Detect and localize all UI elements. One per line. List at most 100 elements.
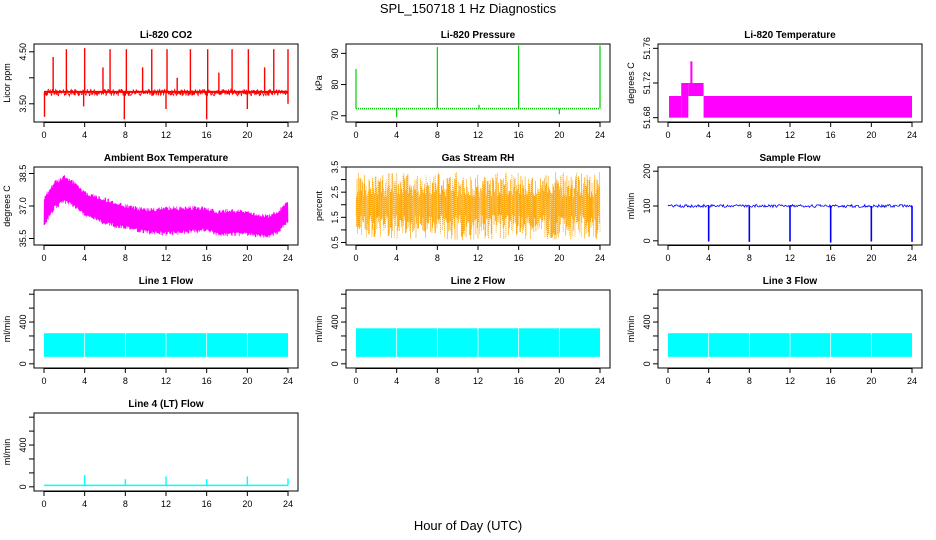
x-tick-label: 16 xyxy=(202,253,212,263)
x-tick-label: 0 xyxy=(665,253,670,263)
x-tick-label: 20 xyxy=(554,376,564,386)
x-tick-label: 12 xyxy=(473,376,483,386)
x-axis-title: Hour of Day (UTC) xyxy=(413,518,523,533)
x-tick-label: 24 xyxy=(283,253,293,263)
y-tick-label: 51.72 xyxy=(642,72,652,95)
x-tick-label: 20 xyxy=(554,253,564,263)
x-tick-label: 24 xyxy=(283,376,293,386)
x-tick-label: 16 xyxy=(826,253,836,263)
y-tick-label: 4.50 xyxy=(18,43,28,61)
chart-rh: Gas Stream RH percent 0 4 8 12 16 20 24 0.5 1.5 2.5… xyxy=(314,153,611,263)
chart-title: Li-820 CO2 xyxy=(140,30,193,41)
x-tick-label: 20 xyxy=(866,253,876,263)
y-tick-label: 400 xyxy=(18,315,28,330)
x-tick-label: 20 xyxy=(242,130,252,140)
x-tick-label: 8 xyxy=(435,376,440,386)
y-axis-label: degrees C xyxy=(2,185,12,227)
x-tick-label: 12 xyxy=(785,253,795,263)
x-tick-label: 12 xyxy=(473,253,483,263)
x-tick-label: 16 xyxy=(202,499,212,509)
y-axis-label: ml/min xyxy=(2,316,12,343)
chart-title: Ambient Box Temperature xyxy=(104,153,229,164)
chart-licor-temp: Li-820 Temperature degrees C 0 4 8 12 16 20 24 51… xyxy=(626,30,923,140)
temperature-block xyxy=(688,83,704,96)
x-tick-label: 0 xyxy=(41,130,46,140)
chart-line1: Line 1 Flow ml/min 0 4 8 12 16 20 24 0 400 xyxy=(2,276,299,386)
chart-pressure: Li-820 Pressure kPa 0 4 8 12 16 20 24 70 80 90 xyxy=(314,30,611,140)
x-tick-label: 8 xyxy=(435,130,440,140)
x-tick-label: 24 xyxy=(595,376,605,386)
y-tick-label: 35.5 xyxy=(18,230,28,248)
x-tick-label: 4 xyxy=(394,130,399,140)
box-temp-series xyxy=(43,174,289,238)
chart-sample-flow: Sample Flow ml/min 0 4 8 12 16 20 24 0 100 200 xyxy=(626,153,923,263)
y-tick-label: 0 xyxy=(18,484,28,489)
chart-title: Line 4 (LT) Flow xyxy=(128,399,204,410)
chart-title: Line 3 Flow xyxy=(763,276,818,287)
x-tick-label: 16 xyxy=(202,376,212,386)
chart-title: Li-820 Temperature xyxy=(744,30,836,41)
x-tick-label: 20 xyxy=(242,499,252,509)
x-tick-label: 24 xyxy=(283,130,293,140)
y-axis-label: ml/min xyxy=(626,193,636,220)
chart-co2: Li-820 CO2 Licor ppm 0 4 8 12 16 20 24 3.50 4.50 xyxy=(2,30,299,140)
chart-line2: Line 2 Flow ml/min 0 4 8 12 16 20 24 0 400 xyxy=(314,276,611,386)
y-tick-label: 0 xyxy=(18,361,28,366)
x-tick-label: 0 xyxy=(353,376,358,386)
y-tick-label: 90 xyxy=(330,48,340,58)
x-tick-label: 24 xyxy=(595,130,605,140)
x-tick-label: 8 xyxy=(123,499,128,509)
x-tick-label: 20 xyxy=(554,130,564,140)
x-tick-label: 0 xyxy=(41,499,46,509)
x-tick-label: 12 xyxy=(785,130,795,140)
y-axis-label: ml/min xyxy=(626,316,636,343)
temperature-block xyxy=(703,96,912,118)
y-tick-label: 37.0 xyxy=(18,197,28,215)
x-tick-label: 20 xyxy=(866,376,876,386)
y-tick-label: 2.5 xyxy=(330,186,340,199)
x-tick-label: 8 xyxy=(747,130,752,140)
plot-frame xyxy=(33,43,299,123)
x-tick-label: 24 xyxy=(907,376,917,386)
x-tick-label: 12 xyxy=(785,376,795,386)
y-tick-label: 400 xyxy=(18,438,28,453)
y-tick-label: 0.5 xyxy=(330,236,340,249)
chart-title: Line 2 Flow xyxy=(451,276,506,287)
y-tick-label: 200 xyxy=(642,164,652,179)
temperature-block xyxy=(669,96,682,118)
x-tick-label: 4 xyxy=(82,376,87,386)
x-tick-label: 8 xyxy=(123,376,128,386)
x-tick-label: 16 xyxy=(826,376,836,386)
y-tick-label: 70 xyxy=(330,111,340,121)
x-tick-label: 0 xyxy=(353,130,358,140)
x-tick-label: 16 xyxy=(202,130,212,140)
x-tick-label: 0 xyxy=(41,253,46,263)
chart-title: Sample Flow xyxy=(759,153,820,164)
x-tick-label: 4 xyxy=(82,499,87,509)
x-tick-label: 12 xyxy=(161,130,171,140)
y-axis-label: ml/min xyxy=(314,316,324,343)
plot-frame xyxy=(345,43,611,123)
y-axis-label: ml/min xyxy=(2,439,12,466)
temperature-block xyxy=(681,83,689,118)
x-tick-label: 16 xyxy=(514,376,524,386)
x-tick-label: 24 xyxy=(907,253,917,263)
y-tick-label: 400 xyxy=(642,315,652,330)
x-tick-label: 8 xyxy=(747,253,752,263)
x-tick-label: 0 xyxy=(665,376,670,386)
x-tick-label: 0 xyxy=(665,130,670,140)
y-axis-label: percent xyxy=(314,190,324,221)
chart-title: Gas Stream RH xyxy=(442,153,515,164)
y-axis-label: kPa xyxy=(314,75,324,91)
x-tick-label: 24 xyxy=(595,253,605,263)
y-tick-label: 3.5 xyxy=(330,161,340,174)
x-tick-label: 0 xyxy=(353,253,358,263)
x-tick-label: 4 xyxy=(82,253,87,263)
chart-line4: Line 4 (LT) Flow ml/min 0 4 8 12 16 20 24 0 400 xyxy=(2,399,299,509)
x-tick-label: 4 xyxy=(706,130,711,140)
y-tick-label: 51.68 xyxy=(642,106,652,129)
rh-series xyxy=(355,172,601,241)
y-axis-label: degrees C xyxy=(626,62,636,104)
x-tick-label: 8 xyxy=(123,130,128,140)
